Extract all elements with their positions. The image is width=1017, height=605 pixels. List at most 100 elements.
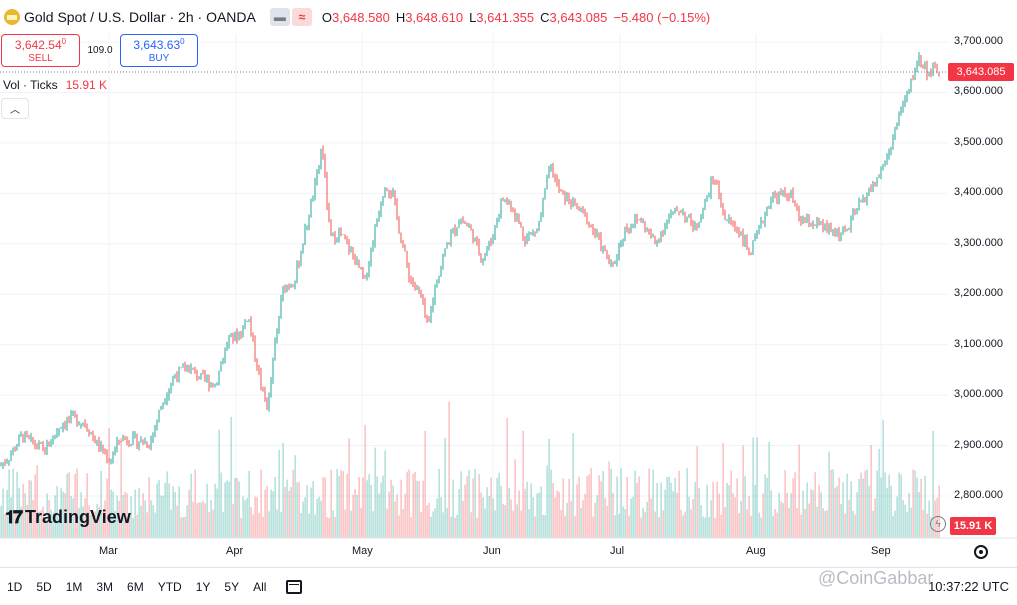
- volume-bar: [508, 488, 510, 538]
- range-ytd[interactable]: YTD: [157, 579, 182, 594]
- tradingview-logo[interactable]: 𝟏𝟕 TradingView: [5, 507, 131, 528]
- calendar-icon[interactable]: [286, 579, 303, 594]
- range-5d[interactable]: 5D: [36, 579, 52, 594]
- volume-bar: [310, 487, 312, 538]
- volume-bar: [144, 500, 146, 538]
- range-1d[interactable]: 1D: [7, 579, 23, 594]
- volume-bar: [254, 496, 256, 538]
- chart-settings-icon[interactable]: [974, 545, 988, 559]
- volume-bar: [594, 502, 596, 538]
- volume-bar: [504, 505, 506, 538]
- volume-bar: [830, 469, 832, 538]
- volume-bar: [368, 473, 370, 538]
- buy-button[interactable]: 3,643.630 BUY: [120, 34, 198, 67]
- volume-bar: [82, 506, 84, 538]
- volume-bar: [206, 483, 208, 538]
- volume-bar: [52, 512, 54, 538]
- volume-bar: [418, 481, 420, 538]
- volume-bar: [510, 499, 512, 538]
- collapse-legend-button[interactable]: ︿: [1, 98, 29, 119]
- volume-bar: [296, 482, 298, 538]
- sell-button[interactable]: 3,642.540 SELL: [1, 34, 80, 67]
- volume-bar: [190, 473, 192, 538]
- volume-bar: [626, 476, 628, 538]
- volume-bar: [484, 508, 486, 538]
- volume-bar: [680, 509, 682, 538]
- volume-bar: [486, 487, 488, 538]
- volume-bar: [68, 472, 70, 538]
- volume-bar: [738, 513, 740, 538]
- volume-bar: [26, 504, 28, 538]
- volume-bar: [632, 496, 634, 538]
- symbol-header[interactable]: Gold Spot / U.S. Dollar · 2h · OANDA ▬ ≈…: [0, 6, 710, 28]
- volume-bar: [232, 504, 234, 538]
- volume-bar: [546, 465, 548, 538]
- volume-bar: [684, 511, 686, 538]
- range-3m[interactable]: 3M: [96, 579, 114, 594]
- volume-bar: [778, 492, 780, 538]
- volume-bar: [536, 493, 538, 538]
- symbol-title[interactable]: Gold Spot / U.S. Dollar · 2h · OANDA: [24, 9, 256, 25]
- volume-legend[interactable]: Vol · Ticks 15.91 K: [3, 78, 107, 92]
- minimize-icon[interactable]: ▬: [269, 8, 290, 26]
- volume-bar: [826, 510, 828, 538]
- range-1m[interactable]: 1M: [65, 579, 83, 594]
- volume-bar: [578, 476, 580, 538]
- volume-bar: [614, 515, 616, 538]
- volume-tag: 15.91 K: [950, 517, 996, 535]
- volume-bar: [560, 509, 562, 538]
- volume-bar: [492, 498, 494, 538]
- volume-bar: [534, 516, 536, 538]
- volume-value: 15.91 K: [65, 78, 108, 92]
- wave-icon[interactable]: ≈: [291, 8, 312, 26]
- volume-bar: [458, 488, 460, 538]
- volume-bar: [252, 514, 254, 538]
- range-1y[interactable]: 1Y: [195, 579, 211, 594]
- volume-bar: [732, 493, 734, 538]
- volume-bar: [876, 470, 878, 538]
- volume-bar: [104, 500, 106, 538]
- volume-bar: [222, 511, 224, 538]
- volume-bar: [70, 495, 72, 538]
- volume-bar: [14, 510, 16, 538]
- volume-bar: [720, 514, 722, 538]
- volume-bar: [138, 488, 140, 538]
- volume-bar: [552, 483, 554, 538]
- volume-bar: [402, 508, 404, 538]
- volume-bar: [832, 469, 834, 538]
- volume-bar: [888, 474, 890, 538]
- volume-bar: [736, 478, 738, 538]
- volume-bar: [892, 515, 894, 538]
- volume-bar: [18, 487, 20, 538]
- volume-bar: [192, 501, 194, 538]
- time-tick-label: Jun: [483, 545, 501, 557]
- volume-bar: [256, 497, 258, 538]
- volume-bar: [644, 511, 646, 538]
- range-5y[interactable]: 5Y: [224, 579, 240, 594]
- lightning-icon[interactable]: ϟ: [930, 516, 946, 532]
- volume-bar: [740, 500, 742, 538]
- price-tick-label: 3,300.000: [954, 236, 1003, 249]
- utc-clock[interactable]: 10:37:22 UTC: [928, 579, 1009, 594]
- volume-bar: [304, 497, 306, 538]
- volume-bar: [694, 482, 696, 538]
- volume-bar: [182, 517, 184, 538]
- volume-bar: [690, 509, 692, 538]
- volume-bar: [100, 470, 102, 538]
- volume-bar: [154, 512, 156, 538]
- volume-bar: [610, 468, 612, 538]
- range-6m[interactable]: 6M: [127, 579, 144, 594]
- volume-bar: [730, 470, 732, 538]
- volume-bar: [558, 491, 560, 538]
- volume-bar: [686, 468, 688, 538]
- volume-bar: [266, 485, 268, 538]
- volume-bar: [172, 486, 174, 538]
- volume-bar: [714, 517, 716, 538]
- volume-bar: [750, 515, 752, 538]
- volume-bar: [604, 497, 606, 538]
- volume-bar: [440, 497, 442, 538]
- volume-bar: [16, 471, 18, 538]
- volume-bar: [32, 500, 34, 538]
- range-all[interactable]: All: [253, 579, 267, 594]
